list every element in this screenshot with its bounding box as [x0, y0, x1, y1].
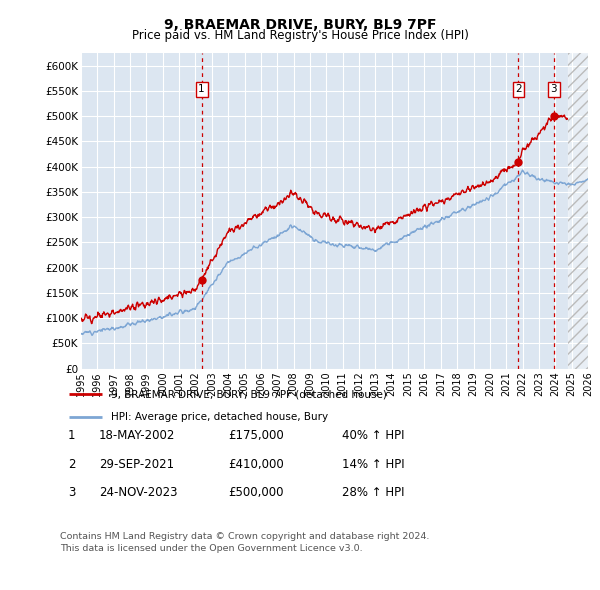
Text: 1: 1 [68, 429, 75, 442]
Text: 28% ↑ HPI: 28% ↑ HPI [342, 486, 404, 499]
Text: HPI: Average price, detached house, Bury: HPI: Average price, detached house, Bury [112, 412, 329, 422]
Text: £175,000: £175,000 [228, 429, 284, 442]
Text: 40% ↑ HPI: 40% ↑ HPI [342, 429, 404, 442]
Text: Price paid vs. HM Land Registry's House Price Index (HPI): Price paid vs. HM Land Registry's House … [131, 30, 469, 42]
Text: 9, BRAEMAR DRIVE, BURY, BL9 7PF: 9, BRAEMAR DRIVE, BURY, BL9 7PF [164, 18, 436, 32]
Text: £410,000: £410,000 [228, 458, 284, 471]
Text: 18-MAY-2002: 18-MAY-2002 [99, 429, 175, 442]
Text: 29-SEP-2021: 29-SEP-2021 [99, 458, 174, 471]
Bar [568, 53, 588, 369]
Text: 9, BRAEMAR DRIVE, BURY, BL9 7PF (detached house): 9, BRAEMAR DRIVE, BURY, BL9 7PF (detache… [112, 389, 388, 399]
Text: 24-NOV-2023: 24-NOV-2023 [99, 486, 178, 499]
Text: Contains HM Land Registry data © Crown copyright and database right 2024.
This d: Contains HM Land Registry data © Crown c… [60, 532, 430, 553]
Text: 14% ↑ HPI: 14% ↑ HPI [342, 458, 404, 471]
Text: 1: 1 [199, 84, 205, 94]
Text: 2: 2 [515, 84, 522, 94]
Text: 3: 3 [68, 486, 75, 499]
Text: 3: 3 [550, 84, 557, 94]
Bar [568, 53, 588, 369]
Text: 2: 2 [68, 458, 75, 471]
Text: £500,000: £500,000 [228, 486, 284, 499]
